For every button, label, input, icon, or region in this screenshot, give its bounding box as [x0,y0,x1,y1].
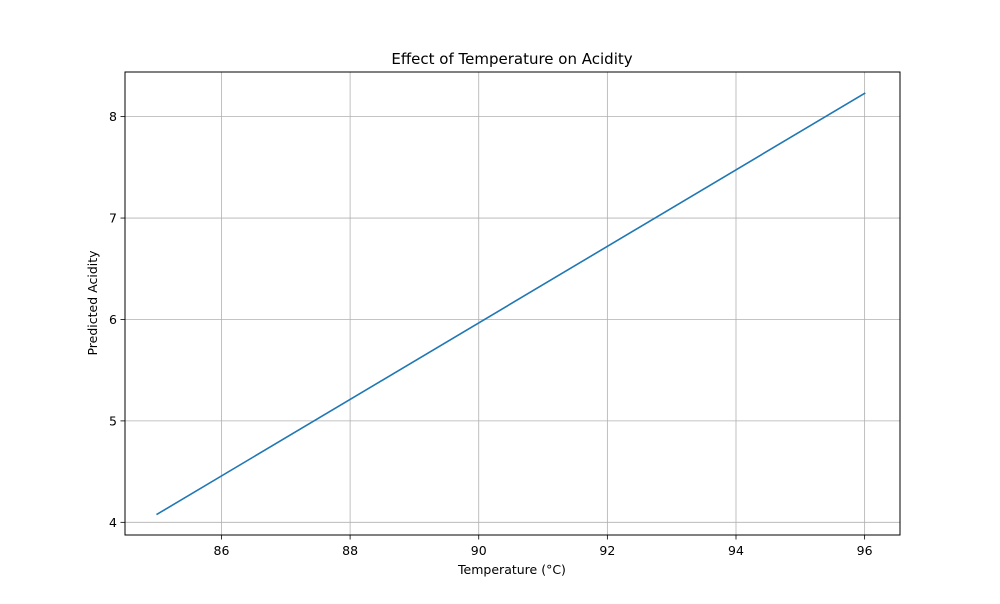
axis-ticks: 86 88 90 92 94 96 4 5 6 7 8 [109,109,873,558]
y-tick-label: 6 [109,312,117,327]
y-tick-label: 8 [109,109,117,124]
y-axis-label: Predicted Acidity [85,250,100,356]
x-tick-label: 90 [471,543,487,558]
plot-area-frame [124,71,901,536]
x-tick-label: 86 [214,543,230,558]
x-tick-label: 94 [728,543,744,558]
chart-title: Effect of Temperature on Acidity [391,50,632,68]
x-tick-label: 96 [857,543,873,558]
series-layer [156,92,866,516]
grid [125,72,900,535]
x-tick-label: 92 [599,543,615,558]
y-tick-label: 5 [109,413,117,428]
y-tick-label: 4 [109,515,117,530]
y-tick-label: 7 [109,211,117,226]
series-line [156,92,866,516]
x-axis-label: Temperature (°C) [457,562,566,577]
x-tick-label: 88 [342,543,358,558]
